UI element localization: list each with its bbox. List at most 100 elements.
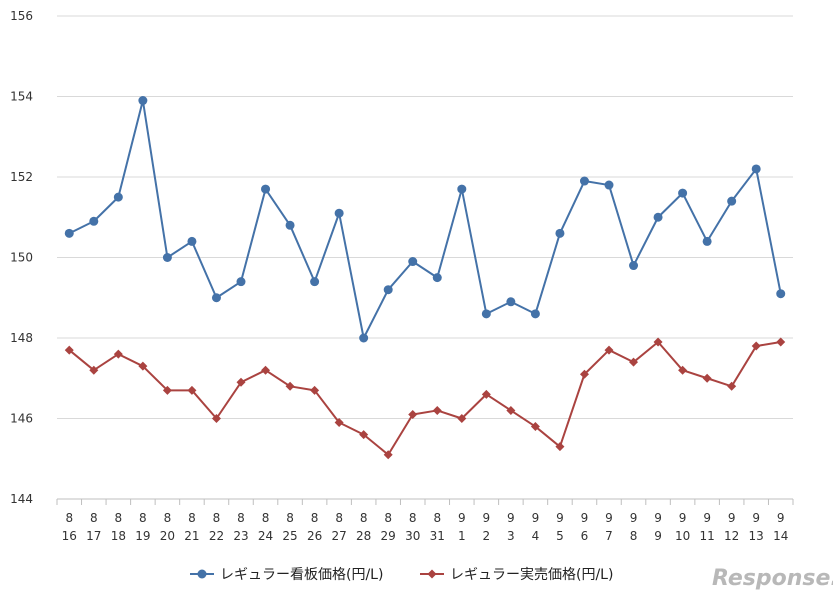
x-tick-month: 9 [777, 511, 785, 525]
data-point-diamond [678, 365, 688, 375]
x-tick-day: 12 [724, 529, 739, 543]
y-tick-label: 146 [10, 412, 33, 426]
data-point-circle [261, 184, 271, 194]
x-axis: 8168178188198208218228238248258268278288… [56, 498, 794, 543]
data-point-diamond [629, 357, 639, 367]
data-point-circle [236, 277, 246, 287]
x-tick-month: 8 [115, 511, 123, 525]
data-point-diamond [702, 373, 712, 383]
x-tick-month: 9 [458, 511, 466, 525]
x-tick-day: 11 [699, 529, 714, 543]
x-tick-month: 8 [139, 511, 147, 525]
x-tick-day: 1 [458, 529, 466, 543]
x-tick-month: 9 [728, 511, 736, 525]
data-point-diamond [383, 450, 393, 460]
data-point-diamond [579, 369, 589, 379]
x-tick-month: 9 [483, 511, 491, 525]
x-tick-month: 9 [532, 511, 540, 525]
x-tick-month: 8 [262, 511, 270, 525]
data-point-diamond [261, 365, 271, 375]
x-tick-month: 9 [507, 511, 515, 525]
x-tick-month: 8 [433, 511, 441, 525]
data-point-diamond [506, 405, 516, 415]
legend-label: レギュラー実売価格(円/L) [450, 567, 613, 583]
data-point-diamond [432, 405, 442, 415]
series-2 [64, 337, 786, 460]
data-point-circle [64, 228, 74, 238]
x-tick-day: 17 [86, 529, 101, 543]
x-tick-day: 2 [483, 529, 491, 543]
legend-marker-circle [197, 569, 207, 579]
data-point-diamond [285, 381, 295, 391]
data-point-circle [506, 297, 516, 307]
data-point-circle [678, 188, 688, 198]
x-tick-day: 21 [184, 529, 199, 543]
y-tick-label: 148 [10, 331, 33, 345]
data-point-circle [555, 228, 565, 238]
data-point-circle [530, 309, 540, 319]
data-point-diamond [310, 385, 320, 395]
data-point-circle [162, 253, 172, 262]
legend-item-1: レギュラー看板価格(円/L) [190, 567, 383, 583]
data-point-circle [187, 236, 197, 246]
legend-marker-diamond [427, 569, 437, 579]
data-point-diamond [236, 377, 246, 387]
data-point-circle [579, 176, 589, 186]
x-tick-month: 8 [65, 511, 73, 525]
data-point-circle [751, 164, 761, 174]
data-point-diamond [653, 337, 663, 347]
x-tick-month: 8 [384, 511, 392, 525]
data-point-diamond [359, 430, 369, 440]
x-tick-day: 30 [405, 529, 420, 543]
data-point-circle [138, 96, 148, 106]
x-tick-day: 28 [356, 529, 371, 543]
x-tick-day: 20 [160, 529, 175, 543]
data-point-circle [89, 216, 99, 226]
data-point-diamond [211, 414, 221, 423]
data-point-circle [702, 236, 712, 246]
y-tick-label: 150 [10, 251, 33, 265]
series-line-1 [68, 99, 782, 339]
x-tick-month: 9 [630, 511, 638, 525]
legend: レギュラー看板価格(円/L) レギュラー実売価格(円/L) [190, 567, 613, 583]
x-tick-month: 8 [286, 511, 294, 525]
y-tick-label: 152 [10, 170, 33, 184]
legend-item-2: レギュラー実売価格(円/L) [420, 567, 613, 583]
gridlines [57, 15, 793, 500]
data-point-circle [383, 285, 393, 295]
data-point-circle [481, 309, 491, 319]
x-tick-month: 8 [237, 511, 245, 525]
x-tick-day: 4 [532, 529, 540, 543]
y-tick-label: 154 [10, 90, 33, 104]
data-point-diamond [187, 385, 197, 395]
x-tick-day: 10 [675, 529, 690, 543]
data-point-diamond [89, 365, 99, 375]
x-tick-day: 23 [233, 529, 248, 543]
data-point-circle [727, 196, 737, 206]
x-tick-day: 31 [430, 529, 445, 543]
x-tick-day: 24 [258, 529, 273, 543]
data-point-diamond [408, 409, 418, 419]
x-tick-month: 9 [605, 511, 613, 525]
data-point-diamond [334, 418, 344, 428]
watermark-logo-text: Response. [712, 566, 833, 591]
data-point-circle [211, 293, 221, 303]
data-point-diamond [457, 414, 467, 423]
x-tick-day: 14 [773, 529, 788, 543]
data-point-diamond [481, 389, 491, 399]
y-tick-label: 156 [10, 9, 33, 23]
series-layer [64, 96, 786, 460]
data-point-circle [285, 220, 295, 230]
x-tick-day: 5 [556, 529, 564, 543]
x-tick-month: 8 [90, 511, 98, 525]
data-point-diamond [727, 381, 737, 391]
data-point-diamond [530, 422, 540, 432]
data-point-circle [310, 277, 320, 287]
x-tick-month: 8 [409, 511, 417, 525]
x-tick-month: 8 [213, 511, 221, 525]
data-point-diamond [555, 442, 565, 452]
x-tick-month: 9 [703, 511, 711, 525]
x-tick-day: 9 [654, 529, 662, 543]
data-point-circle [629, 261, 639, 271]
x-tick-month: 9 [752, 511, 760, 525]
